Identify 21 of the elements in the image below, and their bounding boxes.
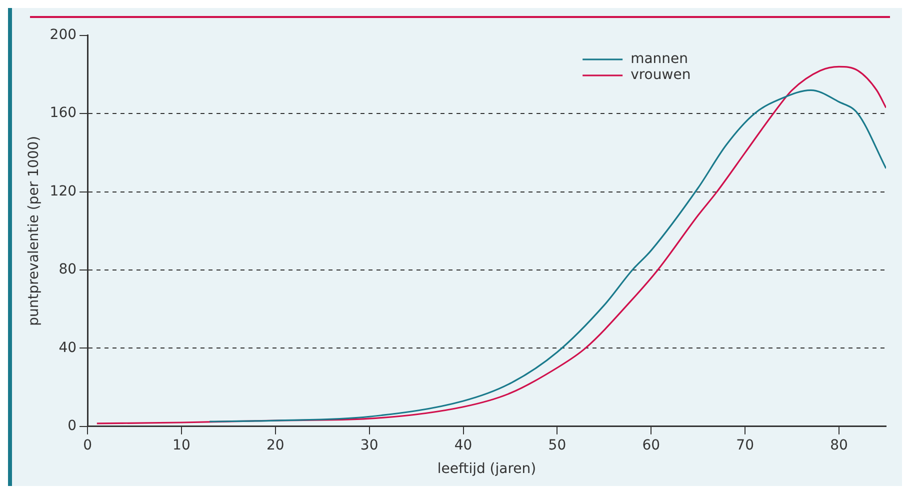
line-series <box>96 66 886 424</box>
x-tick-label: 10 <box>172 437 190 454</box>
legend-label: mannen <box>630 51 688 68</box>
x-axis-title: leeftijd (jaren) <box>437 461 536 478</box>
line-series <box>208 89 886 422</box>
y-tick-label: 120 <box>50 183 77 200</box>
y-axis-title: puntprevalentie (per 1000) <box>26 136 42 326</box>
y-tick-label: 80 <box>58 262 77 278</box>
x-tick-label: 50 <box>548 437 566 454</box>
legend-label: vrouwen <box>630 67 691 84</box>
x-tick-label: 0 <box>83 437 92 454</box>
x-tick-label: 30 <box>360 437 378 454</box>
x-tick-label: 80 <box>830 437 848 454</box>
x-tick-label: 70 <box>736 437 754 454</box>
x-tick-label: 60 <box>642 437 660 454</box>
y-tick-label: 160 <box>50 105 77 122</box>
y-tick-label: 200 <box>50 27 77 44</box>
x-tick-label: 20 <box>266 437 284 454</box>
y-tick-label: 40 <box>58 340 77 356</box>
x-tick-label: 40 <box>454 437 472 454</box>
y-tick-label: 0 <box>68 418 77 434</box>
